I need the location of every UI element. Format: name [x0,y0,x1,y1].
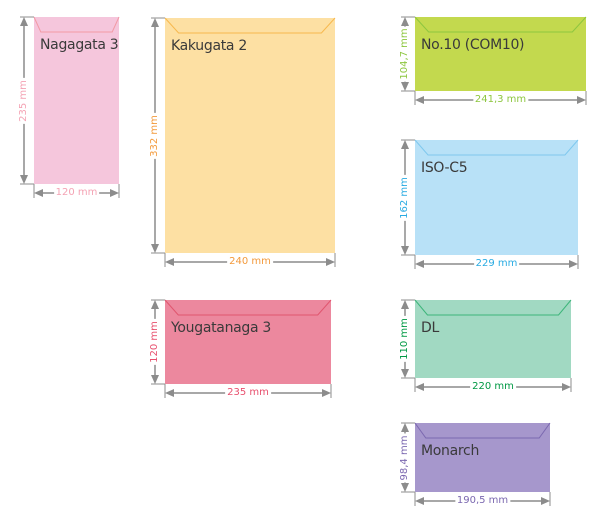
envelope-yougatanaga-3: Yougatanaga 3 [165,300,331,384]
height-label: 104,7 mm [399,26,411,82]
envelope-name: ISO-C5 [421,160,468,176]
flap-outline [33,16,120,33]
flap-outline [414,139,579,156]
envelope-monarch: Monarch [415,423,550,492]
flap-outline [164,17,336,34]
arrow-left-icon [415,383,424,391]
envelope-name: No.10 (COM10) [421,37,525,53]
flap-outline [414,16,587,33]
width-label: 120 mm [53,187,100,199]
arrow-up-icon [401,17,409,26]
arrow-down-icon [151,244,159,253]
width-label: 235 mm [225,387,271,399]
arrow-right-icon [562,383,571,391]
arrow-up-icon [151,18,159,27]
arrow-down-icon [20,175,28,184]
width-label: 241,3 mm [472,94,529,106]
width-label: 190,5 mm [454,495,511,507]
width-label: 240 mm [227,256,273,268]
arrow-left-icon [415,497,424,505]
height-label: 332 mm [149,112,161,159]
arrow-down-icon [401,82,409,91]
arrow-left-icon [415,96,424,104]
envelope-name: DL [421,320,439,336]
arrow-left-icon [165,258,174,266]
envelope-name: Yougatanaga 3 [171,320,272,336]
arrow-up-icon [151,300,159,309]
envelope-name: Nagagata 3 [40,37,119,53]
arrow-left-icon [415,260,424,268]
arrow-down-icon [401,483,409,492]
height-label: 110 mm [399,316,411,362]
envelope-nagagata-3: Nagagata 3 [34,17,119,184]
envelope-name: Kakugata 2 [171,38,247,54]
height-label: 98,4 mm [399,433,411,482]
height-label: 162 mm [399,174,411,221]
arrow-up-icon [401,140,409,149]
arrow-right-icon [541,497,550,505]
envelope-iso-c5: ISO-C5 [415,140,578,255]
arrow-right-icon [326,258,335,266]
arrow-down-icon [401,369,409,378]
arrow-left-icon [165,389,174,397]
arrow-right-icon [322,389,331,397]
arrow-down-icon [401,246,409,255]
width-label: 229 mm [473,258,520,270]
flap-outline [164,299,332,316]
envelope-kakugata-2: Kakugata 2 [165,18,335,253]
flap-outline [414,299,572,316]
envelope-no-10-com10: No.10 (COM10) [415,17,586,91]
arrow-up-icon [401,300,409,309]
arrow-right-icon [577,96,586,104]
envelope-name: Monarch [421,443,480,459]
height-label: 235 mm [18,77,30,124]
arrow-up-icon [20,17,28,26]
arrow-left-icon [34,189,43,197]
arrow-down-icon [151,375,159,384]
height-label: 120 mm [149,319,161,365]
flap-outline [414,422,551,439]
arrow-right-icon [110,189,119,197]
arrow-up-icon [401,423,409,432]
envelope-dl: DL [415,300,571,378]
width-label: 220 mm [470,381,516,393]
arrow-right-icon [569,260,578,268]
